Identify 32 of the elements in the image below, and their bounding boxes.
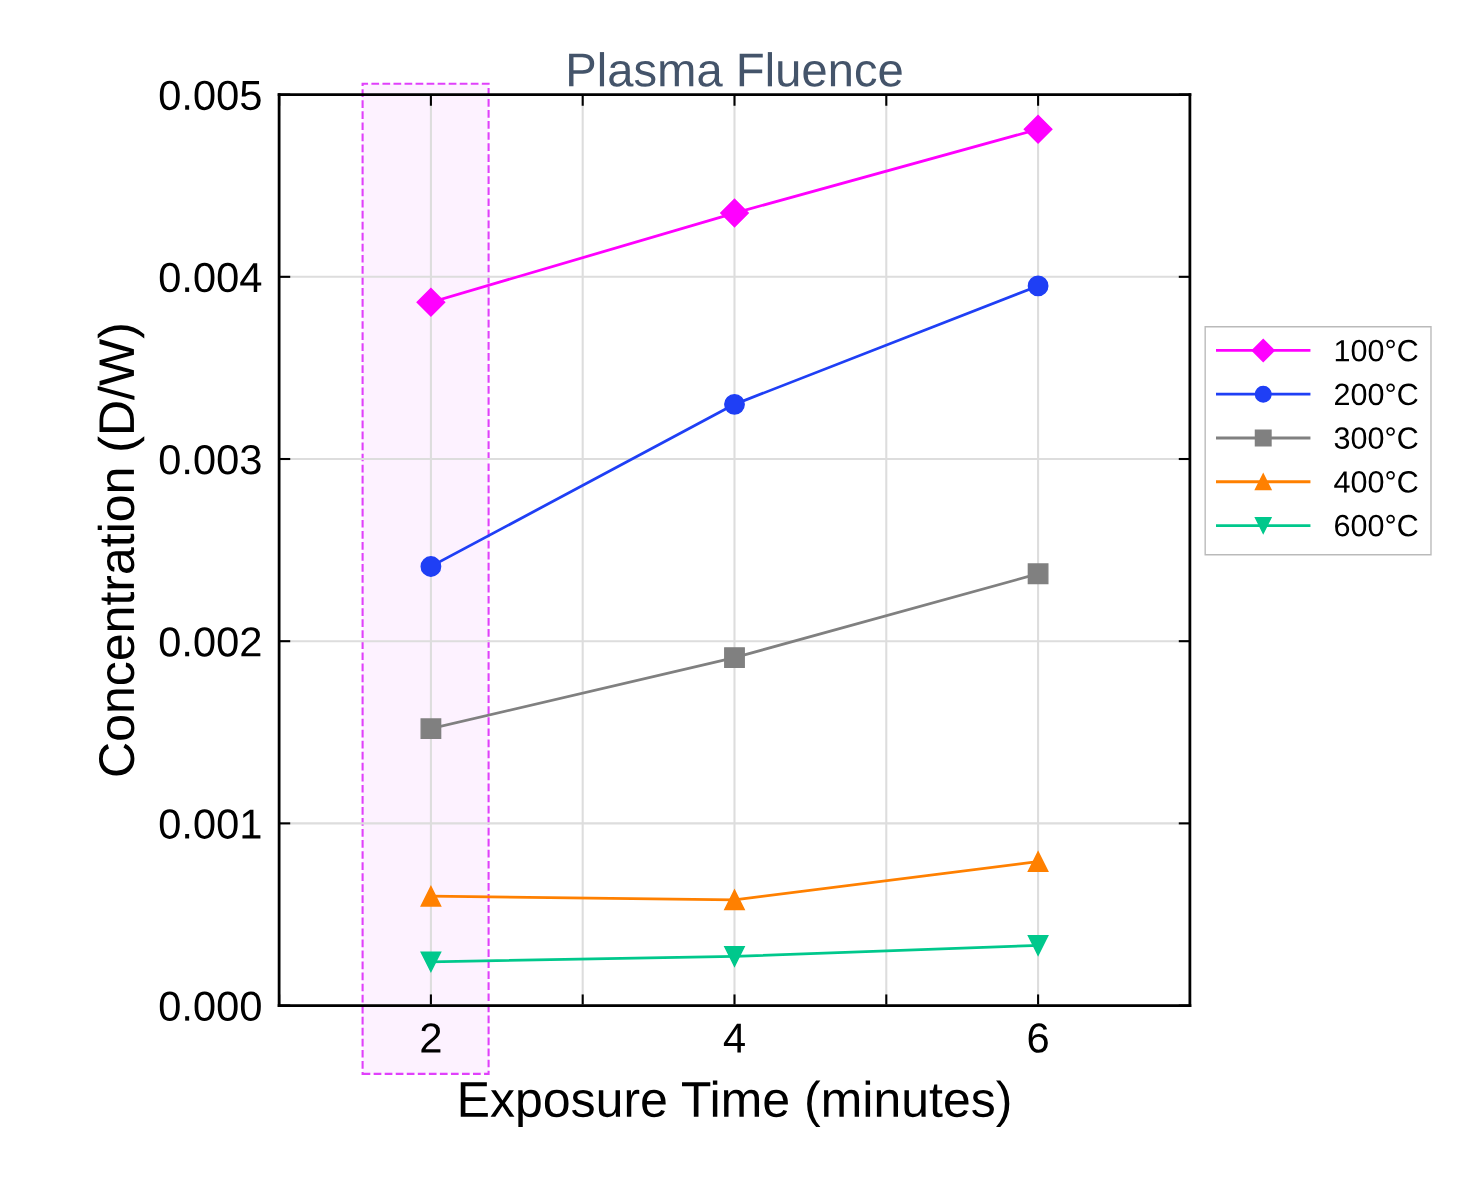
point (1027, 275, 1049, 297)
point (724, 889, 745, 911)
point (420, 718, 442, 740)
y-tick-label: 0.004 (159, 262, 262, 293)
point (1023, 114, 1053, 144)
point (1027, 851, 1049, 873)
x-tick-label: 2 (421, 1023, 441, 1053)
x-tick-label: 4 (723, 1023, 745, 1053)
point (724, 647, 745, 668)
y-tick-label: 0.001 (159, 809, 261, 839)
legend-label: 200°C (1335, 383, 1418, 406)
point (724, 393, 745, 415)
y-tick-label: 0.002 (159, 627, 261, 657)
y-tick-label: 0.003 (159, 445, 261, 475)
legend-label: 300°C (1334, 427, 1418, 449)
point (1027, 563, 1049, 585)
point (420, 885, 442, 907)
point (724, 945, 745, 967)
y-tick-label: 0.000 (159, 991, 261, 1022)
chart-title: Plasma Fluence (569, 52, 902, 87)
x-axis-title: Exposure Time (minutes) (460, 1080, 1010, 1128)
legend-label: 100°C (1335, 339, 1418, 362)
point (420, 951, 442, 973)
legend-label: 600°C (1335, 514, 1418, 537)
point (420, 556, 442, 577)
y-axis-title: Concentration (D/W) (97, 325, 145, 776)
y-tick-label: 0.005 (159, 80, 261, 111)
point (416, 287, 446, 317)
point (720, 198, 749, 228)
legend-label: 400°C (1334, 471, 1418, 493)
x-tick-label: 6 (1028, 1023, 1048, 1053)
point (1027, 935, 1049, 956)
